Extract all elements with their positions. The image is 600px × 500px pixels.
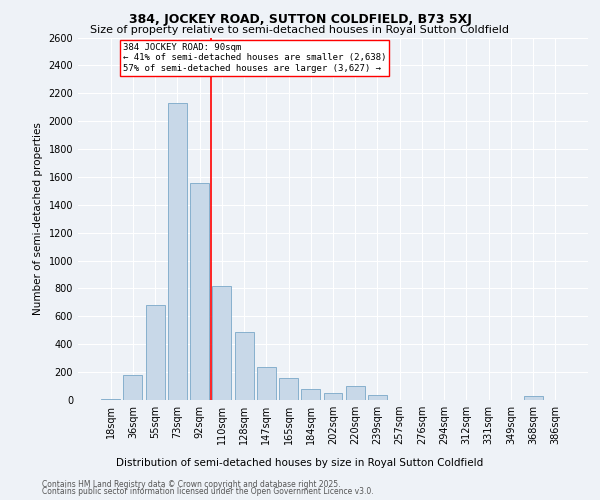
Text: 384 JOCKEY ROAD: 90sqm
← 41% of semi-detached houses are smaller (2,638)
57% of : 384 JOCKEY ROAD: 90sqm ← 41% of semi-det…	[123, 43, 386, 73]
Text: Size of property relative to semi-detached houses in Royal Sutton Coldfield: Size of property relative to semi-detach…	[91, 25, 509, 35]
Text: Contains HM Land Registry data © Crown copyright and database right 2025.: Contains HM Land Registry data © Crown c…	[42, 480, 341, 489]
Bar	[323, 393, 343, 400]
Bar	[346, 386, 365, 400]
Bar	[168, 103, 187, 400]
Bar	[524, 396, 542, 400]
Bar	[235, 332, 254, 400]
Bar	[124, 375, 142, 400]
Y-axis label: Number of semi-detached properties: Number of semi-detached properties	[33, 122, 43, 315]
Text: Distribution of semi-detached houses by size in Royal Sutton Coldfield: Distribution of semi-detached houses by …	[116, 458, 484, 468]
Bar	[190, 182, 209, 400]
Bar	[146, 305, 164, 400]
Bar	[212, 286, 231, 400]
Text: 384, JOCKEY ROAD, SUTTON COLDFIELD, B73 5XJ: 384, JOCKEY ROAD, SUTTON COLDFIELD, B73 …	[128, 12, 472, 26]
Bar	[279, 378, 298, 400]
Bar	[101, 398, 120, 400]
Bar	[301, 389, 320, 400]
Bar	[368, 395, 387, 400]
Bar	[257, 367, 276, 400]
Text: Contains public sector information licensed under the Open Government Licence v3: Contains public sector information licen…	[42, 487, 374, 496]
